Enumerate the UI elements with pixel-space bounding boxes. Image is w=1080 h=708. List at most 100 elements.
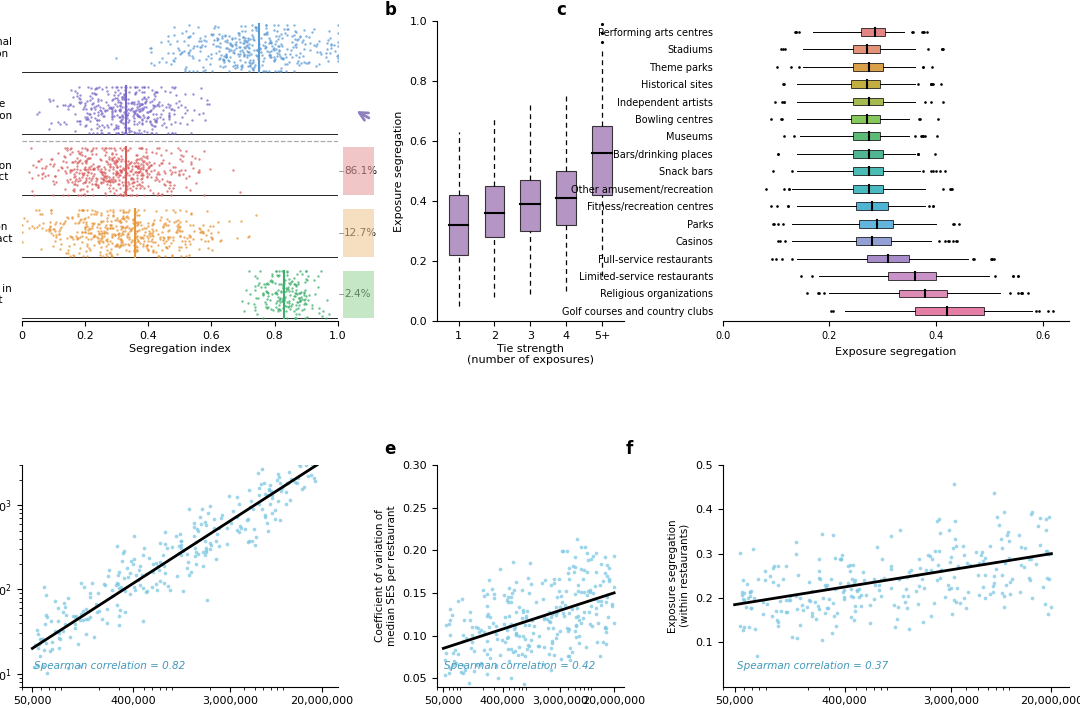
- Text: 86.1%: 86.1%: [345, 166, 377, 176]
- Point: [144, 245, 161, 256]
- Point: [103, 585, 120, 596]
- Point: [272, 293, 289, 304]
- Point: [157, 539, 174, 550]
- Point: [117, 222, 134, 233]
- Point: [153, 158, 171, 169]
- Point: [91, 115, 108, 126]
- Point: [227, 33, 244, 44]
- Point: [59, 248, 77, 259]
- Point: [248, 44, 266, 55]
- Point: [192, 518, 210, 530]
- Point: [99, 238, 117, 249]
- Point: [309, 46, 326, 57]
- Point: [98, 236, 116, 247]
- Point: [487, 661, 504, 672]
- Point: [575, 573, 592, 585]
- Point: [191, 41, 208, 52]
- Point: [244, 535, 261, 547]
- Point: [307, 452, 324, 464]
- FancyBboxPatch shape: [485, 186, 504, 237]
- Point: [76, 97, 93, 108]
- Point: [253, 478, 270, 489]
- Point: [232, 60, 249, 72]
- Point: [274, 294, 292, 305]
- Point: [519, 639, 537, 651]
- Point: [132, 162, 149, 173]
- Point: [109, 241, 126, 252]
- Point: [544, 622, 562, 633]
- Point: [98, 146, 116, 157]
- Point: [993, 533, 1010, 544]
- Point: [235, 50, 253, 61]
- Point: [194, 62, 212, 73]
- Point: [819, 602, 836, 613]
- Point: [295, 298, 312, 309]
- Point: [68, 161, 85, 172]
- Point: [46, 595, 64, 607]
- Point: [32, 153, 50, 164]
- Point: [130, 105, 147, 117]
- Point: [1039, 545, 1056, 556]
- Point: [129, 233, 146, 244]
- Point: [284, 36, 301, 47]
- Point: [296, 25, 313, 36]
- Point: [271, 45, 288, 56]
- Point: [150, 565, 167, 576]
- Point: [103, 228, 120, 239]
- Point: [526, 620, 543, 632]
- Point: [586, 581, 604, 592]
- Point: [194, 547, 212, 558]
- Point: [897, 603, 915, 614]
- Point: [583, 620, 600, 632]
- Point: [153, 227, 171, 238]
- Point: [137, 157, 154, 169]
- Point: [96, 227, 113, 239]
- Point: [310, 449, 327, 460]
- Text: Spearman correlation = 0.82: Spearman correlation = 0.82: [35, 661, 186, 671]
- Point: [108, 167, 125, 178]
- Point: [129, 163, 146, 174]
- Point: [982, 588, 999, 600]
- Point: [93, 173, 110, 184]
- Point: [104, 105, 121, 116]
- Point: [273, 295, 291, 307]
- Point: [132, 153, 149, 164]
- Point: [30, 642, 48, 653]
- Point: [38, 589, 55, 600]
- Point: [67, 230, 84, 241]
- Point: [127, 189, 145, 200]
- Point: [228, 233, 245, 244]
- Point: [111, 105, 129, 116]
- Point: [118, 159, 135, 171]
- Point: [478, 635, 496, 646]
- Point: [149, 98, 166, 110]
- Point: [163, 166, 180, 178]
- Point: [102, 161, 119, 172]
- Point: [107, 229, 124, 241]
- Point: [220, 30, 238, 41]
- Point: [97, 142, 114, 154]
- Point: [545, 573, 563, 585]
- Point: [78, 144, 95, 156]
- Point: [98, 219, 116, 230]
- Point: [90, 161, 107, 172]
- Point: [118, 215, 135, 227]
- Point: [570, 630, 588, 641]
- Point: [160, 111, 177, 122]
- Point: [576, 586, 593, 598]
- Point: [120, 86, 137, 98]
- Point: [260, 49, 278, 60]
- Point: [173, 47, 190, 58]
- Point: [170, 222, 187, 234]
- Point: [158, 241, 175, 253]
- Point: [148, 169, 165, 180]
- Point: [124, 176, 141, 188]
- Point: [89, 225, 106, 236]
- Point: [122, 103, 139, 115]
- Point: [71, 89, 89, 101]
- Point: [108, 239, 125, 251]
- Point: [170, 42, 187, 54]
- Point: [234, 32, 252, 43]
- Point: [255, 278, 272, 290]
- Point: [112, 166, 130, 177]
